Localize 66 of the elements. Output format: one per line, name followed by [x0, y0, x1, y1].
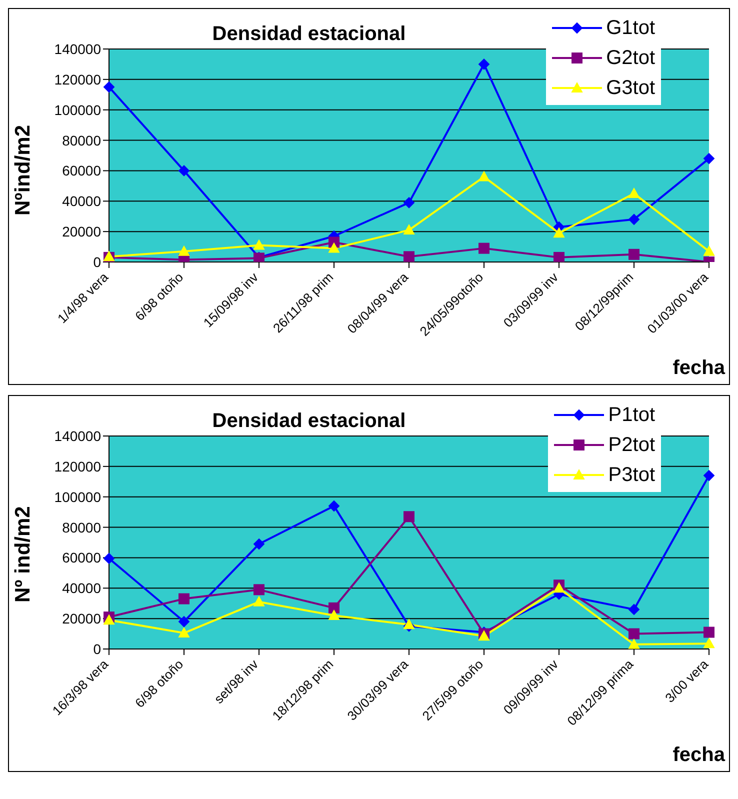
point [254, 596, 264, 606]
point [478, 630, 490, 641]
legend-label: P3tot [608, 463, 655, 488]
y-tick-label: 0 [93, 254, 102, 270]
point [104, 82, 114, 93]
point [554, 252, 564, 262]
point [478, 58, 490, 70]
point [628, 638, 640, 649]
point [178, 165, 190, 176]
y-tick-label: 80000 [62, 132, 102, 148]
point [704, 246, 714, 256]
point [404, 197, 414, 208]
point [404, 251, 414, 262]
chart-title: Densidad estacional [211, 410, 407, 433]
point [328, 242, 340, 253]
point [628, 188, 640, 198]
point [178, 246, 190, 256]
point [178, 593, 190, 604]
point [478, 171, 490, 182]
y-tick-label: 60000 [62, 162, 102, 179]
point [554, 582, 564, 593]
chart-title: Densidad estacional [211, 23, 407, 46]
x-axis-title: fecha [672, 744, 725, 767]
point [254, 240, 264, 250]
point [628, 248, 640, 260]
y-tick-label: 20000 [62, 610, 102, 627]
point [628, 628, 640, 640]
y-tick-label: 100000 [54, 102, 102, 118]
point [254, 584, 264, 596]
legend-label: P1tot [608, 403, 655, 428]
point [328, 500, 340, 512]
y-tick-label: 120000 [54, 71, 102, 88]
point [628, 604, 640, 615]
y-tick-label: 80000 [62, 519, 102, 536]
point [404, 511, 414, 522]
point [478, 242, 490, 254]
y-tick-label: 120000 [54, 458, 102, 474]
legend-label: P2tot [608, 433, 655, 458]
y-tick-label: 40000 [62, 580, 102, 596]
point [704, 153, 714, 164]
y-axis-title: Nºind/m2 [11, 124, 34, 216]
y-tick-label: 0 [93, 640, 102, 657]
point [178, 616, 190, 628]
y-tick-label: 140000 [54, 40, 102, 57]
x-tick-label: 3/00 vera [662, 656, 712, 706]
y-tick-label: 60000 [62, 550, 102, 566]
point [628, 214, 640, 225]
point [328, 602, 340, 614]
y-axis-title: Nº ind/m2 [11, 506, 34, 602]
point [704, 470, 714, 482]
point [704, 626, 714, 638]
point [704, 638, 714, 648]
point [178, 628, 190, 638]
point [554, 228, 564, 238]
y-tick-label: 40000 [62, 193, 102, 210]
legend-label: G3tot [606, 76, 655, 101]
y-tick-label: 140000 [54, 428, 102, 444]
point [328, 610, 340, 620]
x-axis-title: fecha [672, 357, 725, 380]
point [404, 224, 414, 235]
point [404, 619, 414, 630]
legend-label: G1tot [606, 16, 655, 41]
point [254, 538, 264, 550]
legend-label: G2tot [606, 46, 655, 71]
y-tick-label: 100000 [54, 488, 102, 505]
y-tick-label: 20000 [62, 224, 102, 240]
